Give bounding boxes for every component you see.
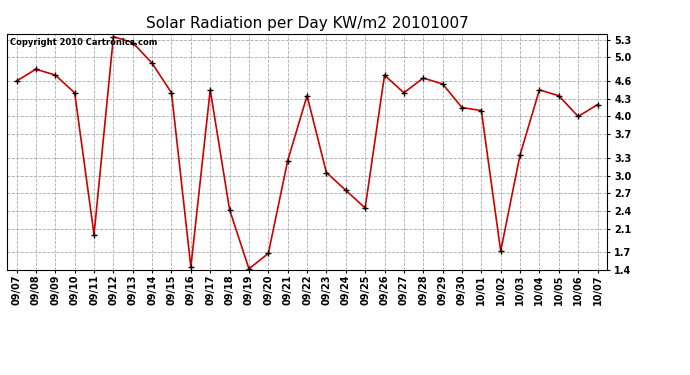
Text: Copyright 2010 Cartronics.com: Copyright 2010 Cartronics.com	[10, 39, 157, 48]
Title: Solar Radiation per Day KW/m2 20101007: Solar Radiation per Day KW/m2 20101007	[146, 16, 469, 31]
